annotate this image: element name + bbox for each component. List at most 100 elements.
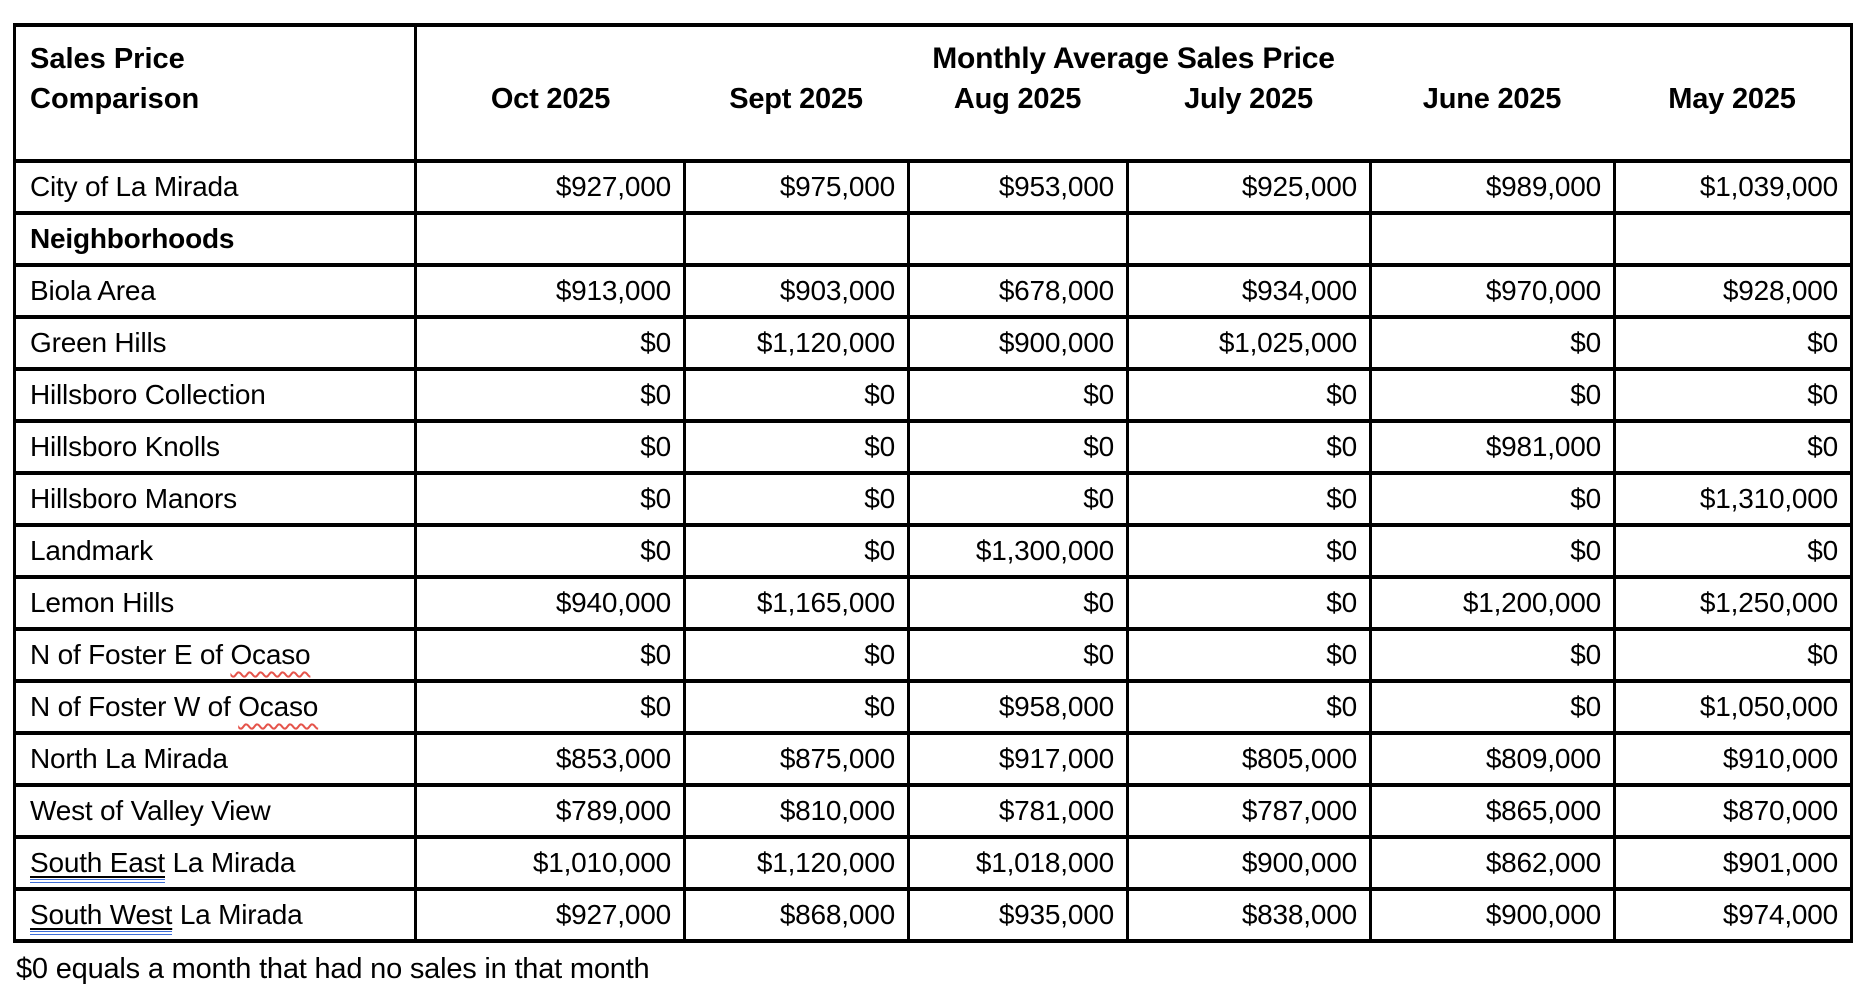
corner-title-line2: Comparison xyxy=(30,83,200,115)
value-cell-june: $1,200,000 xyxy=(1369,575,1616,631)
value-cell-aug: $0 xyxy=(907,575,1129,631)
value-cell-oct: $789,000 xyxy=(414,783,686,839)
row-label-cell: Hillsboro Manors xyxy=(13,471,417,527)
row-label-cell: South West La Mirada xyxy=(13,887,417,943)
row-label-text: Green Hills xyxy=(30,327,167,358)
row-label-cell: South East La Mirada xyxy=(13,835,417,891)
value-cell-may: $974,000 xyxy=(1612,887,1854,943)
value-cell-july: $1,025,000 xyxy=(1126,315,1372,371)
value-cell-oct: $0 xyxy=(414,679,686,735)
row-label-text: Ocaso xyxy=(230,639,311,670)
row-label-cell: Hillsboro Collection xyxy=(13,367,417,423)
row-label-cell: West of Valley View xyxy=(13,783,417,839)
row-label-text: West of Valley View xyxy=(30,795,271,826)
value-cell-july: $0 xyxy=(1126,627,1372,683)
value-cell-may: $1,039,000 xyxy=(1612,159,1854,215)
value-cell-may: $1,050,000 xyxy=(1612,679,1854,735)
value-cell-aug: $935,000 xyxy=(907,887,1129,943)
month-label-july-2025: July 2025 xyxy=(1184,83,1313,115)
value-cell-aug xyxy=(907,211,1129,267)
sales-price-comparison-table: Sales Price Comparison Monthly Average S… xyxy=(13,23,1854,943)
value-cell-oct: $940,000 xyxy=(414,575,686,631)
value-cell-oct: $927,000 xyxy=(414,887,686,943)
value-cell-july: $787,000 xyxy=(1126,783,1372,839)
value-cell-june: $0 xyxy=(1369,627,1616,683)
month-label-sept-2025: Sept 2025 xyxy=(729,83,863,115)
value-cell-sept: $975,000 xyxy=(683,159,910,215)
value-cell-june: $970,000 xyxy=(1369,263,1616,319)
value-cell-sept: $0 xyxy=(683,679,910,735)
row-label-text: Ocaso xyxy=(238,691,319,722)
value-cell-june: $862,000 xyxy=(1369,835,1616,891)
row-label-text: Biola Area xyxy=(30,275,156,306)
value-cell-aug: $958,000 xyxy=(907,679,1129,735)
table-row: South West La Mirada $927,000 $868,000 $… xyxy=(13,887,1854,943)
value-cell-sept: $0 xyxy=(683,419,910,475)
value-cell-may: $0 xyxy=(1612,523,1854,579)
value-cell-may: $0 xyxy=(1612,419,1854,475)
table-body: City of La Mirada $927,000 $975,000 $953… xyxy=(13,159,1854,943)
value-cell-june: $0 xyxy=(1369,679,1616,735)
value-cell-july: $0 xyxy=(1126,679,1372,735)
table-row: Hillsboro Collection $0 $0 $0 $0 $0 $0 xyxy=(13,367,1854,423)
value-cell-sept: $0 xyxy=(683,627,910,683)
value-cell-sept: $868,000 xyxy=(683,887,910,943)
row-label-text: Hillsboro Collection xyxy=(30,379,266,410)
row-label-text: City of La Mirada xyxy=(30,171,239,202)
row-label-text: North La Mirada xyxy=(30,743,228,774)
value-cell-oct: $853,000 xyxy=(414,731,686,787)
row-label-cell: Biola Area xyxy=(13,263,417,319)
value-cell-oct: $927,000 xyxy=(414,159,686,215)
row-label-text: Lemon Hills xyxy=(30,587,175,618)
value-cell-aug: $917,000 xyxy=(907,731,1129,787)
value-cell-sept: $875,000 xyxy=(683,731,910,787)
months-title: Monthly Average Sales Price xyxy=(932,42,1335,75)
value-cell-sept: $0 xyxy=(683,523,910,579)
value-cell-may: $928,000 xyxy=(1612,263,1854,319)
value-cell-aug: $0 xyxy=(907,627,1129,683)
row-label-text: N of Foster E of xyxy=(30,639,231,670)
row-label-cell: City of La Mirada xyxy=(13,159,417,215)
value-cell-june: $0 xyxy=(1369,367,1616,423)
row-label-cell: Neighborhoods xyxy=(13,211,417,267)
row-label-cell: Green Hills xyxy=(13,315,417,371)
value-cell-july: $0 xyxy=(1126,419,1372,475)
table-row: Landmark $0 $0 $1,300,000 $0 $0 $0 xyxy=(13,523,1854,579)
value-cell-may: $1,310,000 xyxy=(1612,471,1854,527)
value-cell-may: $1,250,000 xyxy=(1612,575,1854,631)
value-cell-aug: $1,018,000 xyxy=(907,835,1129,891)
value-cell-july: $925,000 xyxy=(1126,159,1372,215)
value-cell-may: $870,000 xyxy=(1612,783,1854,839)
table-row: N of Foster E of Ocaso $0 $0 $0 $0 $0 $0 xyxy=(13,627,1854,683)
value-cell-sept: $903,000 xyxy=(683,263,910,319)
value-cell-may: $0 xyxy=(1612,627,1854,683)
value-cell-july: $934,000 xyxy=(1126,263,1372,319)
value-cell-june: $0 xyxy=(1369,523,1616,579)
value-cell-june: $0 xyxy=(1369,315,1616,371)
table-row: South East La Mirada $1,010,000 $1,120,0… xyxy=(13,835,1854,891)
value-cell-july: $0 xyxy=(1126,575,1372,631)
value-cell-july: $900,000 xyxy=(1126,835,1372,891)
value-cell-sept: $0 xyxy=(683,471,910,527)
row-label-text: N of Foster W of xyxy=(30,691,239,722)
value-cell-oct: $0 xyxy=(414,471,686,527)
value-cell-june: $900,000 xyxy=(1369,887,1616,943)
row-label-text: La Mirada xyxy=(164,847,296,878)
month-label-may-2025: May 2025 xyxy=(1668,83,1796,115)
corner-title-line1: Sales Price xyxy=(30,43,185,75)
months-header-cell: Monthly Average Sales Price Oct 2025 Sep… xyxy=(413,23,1854,163)
row-label-text: La Mirada xyxy=(172,899,303,930)
table-row: Hillsboro Knolls $0 $0 $0 $0 $981,000 $0 xyxy=(13,419,1854,475)
value-cell-july: $0 xyxy=(1126,523,1372,579)
value-cell-oct: $0 xyxy=(414,627,686,683)
row-label-cell: Landmark xyxy=(13,523,417,579)
value-cell-oct: $0 xyxy=(414,367,686,423)
value-cell-aug: $678,000 xyxy=(907,263,1129,319)
table-row: City of La Mirada $927,000 $975,000 $953… xyxy=(13,159,1854,215)
value-cell-aug: $781,000 xyxy=(907,783,1129,839)
row-label-cell: N of Foster E of Ocaso xyxy=(13,627,417,683)
month-label-june-2025: June 2025 xyxy=(1422,83,1562,115)
value-cell-june: $865,000 xyxy=(1369,783,1616,839)
month-label-aug-2025: Aug 2025 xyxy=(953,83,1082,115)
table-row: West of Valley View $789,000 $810,000 $7… xyxy=(13,783,1854,839)
